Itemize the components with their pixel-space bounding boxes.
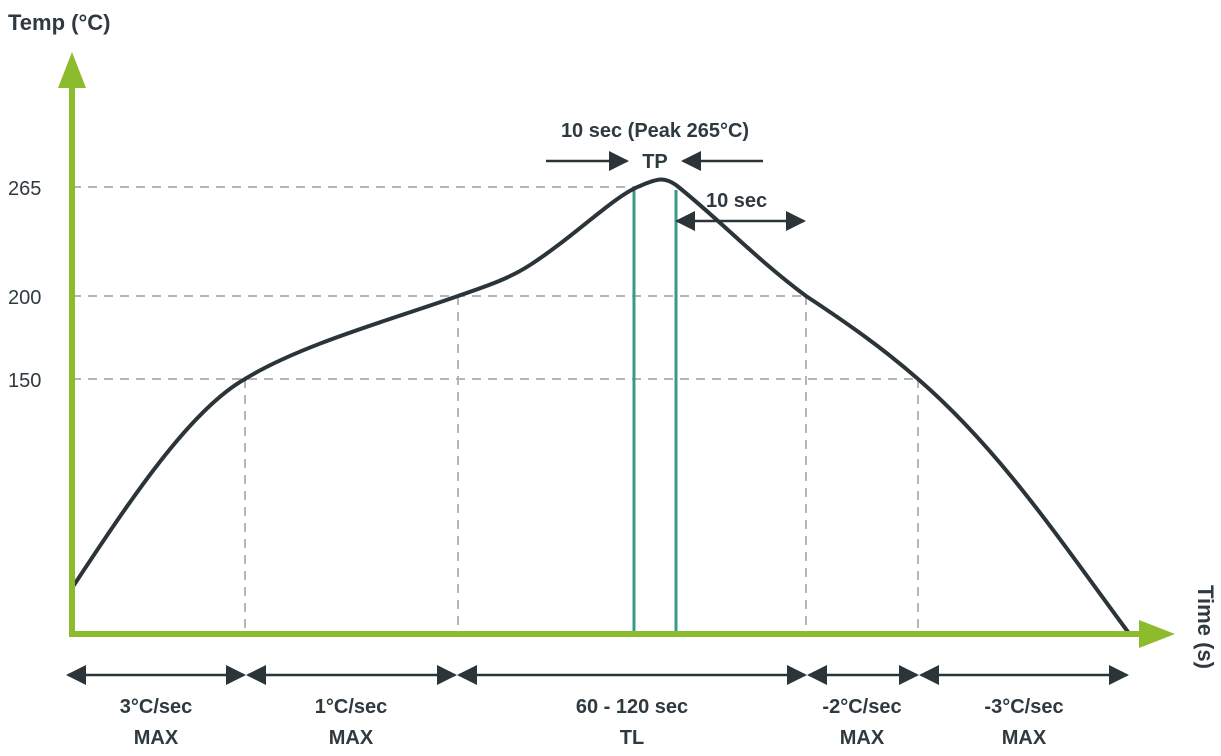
- segment-2-rate: 1°C/sec: [315, 696, 388, 718]
- x-axis-arrow-icon: [1139, 620, 1175, 648]
- segment-4-rate: -2°C/sec: [822, 696, 901, 718]
- segment-4-max: MAX: [840, 727, 885, 749]
- segment-1-max: MAX: [134, 727, 179, 749]
- y-axis-arrow-icon: [58, 52, 86, 88]
- segment-3-time: 60 - 120 sec: [576, 696, 688, 718]
- segment-3-tl: TL: [620, 727, 644, 749]
- reflow-curve: [70, 177, 1130, 634]
- guide-lines: [72, 186, 919, 632]
- segment-1-rate: 3°C/sec: [120, 696, 193, 718]
- y-tick-265: 265: [8, 178, 41, 200]
- y-tick-200: 200: [8, 287, 41, 309]
- segment-5-rate: -3°C/sec: [984, 696, 1063, 718]
- x-axis-label: Time (s): [1193, 585, 1218, 669]
- y-tick-150: 150: [8, 370, 41, 392]
- segment-5-max: MAX: [1002, 727, 1047, 749]
- axes: [58, 52, 1175, 648]
- segment-2-max: MAX: [329, 727, 374, 749]
- ten-sec-label: 10 sec: [706, 190, 767, 212]
- y-axis-label: Temp (°C): [8, 10, 111, 35]
- tp-label: TP: [642, 151, 668, 173]
- peak-label: 10 sec (Peak 265°C): [561, 120, 749, 142]
